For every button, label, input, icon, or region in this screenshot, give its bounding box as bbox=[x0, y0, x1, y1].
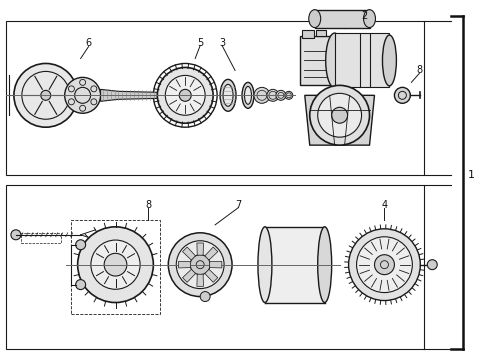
Circle shape bbox=[318, 93, 362, 137]
Ellipse shape bbox=[318, 227, 332, 302]
Circle shape bbox=[374, 255, 394, 275]
Polygon shape bbox=[305, 95, 374, 145]
Circle shape bbox=[75, 280, 86, 289]
Text: 4: 4 bbox=[381, 200, 388, 210]
Bar bbox=[6, 21, 424, 175]
Ellipse shape bbox=[326, 33, 343, 88]
Circle shape bbox=[179, 89, 191, 101]
Polygon shape bbox=[183, 269, 196, 282]
Circle shape bbox=[332, 107, 347, 123]
Circle shape bbox=[75, 240, 86, 250]
Bar bbox=[265, 227, 325, 302]
Polygon shape bbox=[178, 261, 191, 268]
Text: 5: 5 bbox=[197, 37, 203, 48]
Text: 2: 2 bbox=[362, 11, 368, 21]
Circle shape bbox=[427, 260, 437, 270]
Circle shape bbox=[394, 87, 410, 103]
Ellipse shape bbox=[383, 35, 396, 86]
Circle shape bbox=[176, 241, 224, 289]
Circle shape bbox=[267, 89, 279, 101]
Bar bbox=[335, 32, 390, 87]
Bar bbox=[21, 233, 61, 243]
Circle shape bbox=[168, 233, 232, 297]
Polygon shape bbox=[210, 261, 222, 268]
Polygon shape bbox=[183, 247, 196, 260]
Circle shape bbox=[254, 87, 270, 103]
Circle shape bbox=[165, 75, 205, 115]
Circle shape bbox=[276, 90, 286, 100]
Text: 1: 1 bbox=[467, 170, 475, 180]
Circle shape bbox=[348, 229, 420, 301]
Ellipse shape bbox=[242, 82, 254, 108]
Circle shape bbox=[14, 63, 77, 127]
Text: 8: 8 bbox=[146, 200, 151, 210]
Bar bbox=[6, 185, 424, 349]
Circle shape bbox=[41, 90, 51, 100]
Polygon shape bbox=[100, 89, 171, 101]
Circle shape bbox=[357, 237, 413, 293]
Circle shape bbox=[11, 230, 21, 240]
Circle shape bbox=[77, 227, 153, 302]
Ellipse shape bbox=[309, 10, 321, 28]
Bar bbox=[315, 10, 369, 28]
Circle shape bbox=[190, 255, 210, 275]
Circle shape bbox=[200, 292, 210, 302]
Polygon shape bbox=[205, 269, 218, 282]
Bar bbox=[71, 220, 160, 315]
Circle shape bbox=[157, 67, 213, 123]
Bar bbox=[300, 36, 335, 85]
Polygon shape bbox=[197, 274, 203, 286]
Circle shape bbox=[65, 77, 100, 113]
Text: 7: 7 bbox=[235, 200, 241, 210]
Circle shape bbox=[285, 91, 293, 99]
Bar bbox=[302, 30, 314, 37]
Polygon shape bbox=[197, 243, 203, 255]
Ellipse shape bbox=[364, 10, 375, 28]
Bar bbox=[316, 30, 326, 36]
Text: 6: 6 bbox=[86, 37, 92, 48]
Ellipse shape bbox=[220, 80, 236, 111]
Circle shape bbox=[91, 240, 140, 289]
Circle shape bbox=[310, 85, 369, 145]
Text: 8: 8 bbox=[416, 66, 422, 76]
Text: 3: 3 bbox=[219, 37, 225, 48]
Polygon shape bbox=[205, 247, 218, 260]
Ellipse shape bbox=[258, 227, 272, 302]
Ellipse shape bbox=[223, 84, 233, 106]
Circle shape bbox=[104, 253, 127, 276]
Ellipse shape bbox=[245, 86, 251, 104]
